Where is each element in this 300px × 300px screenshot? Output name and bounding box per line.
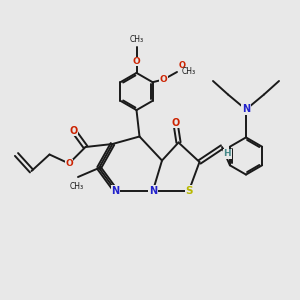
Text: S: S xyxy=(185,185,193,196)
Text: N: N xyxy=(149,185,157,196)
Text: O: O xyxy=(178,61,185,70)
Text: O: O xyxy=(133,57,140,66)
Text: O: O xyxy=(69,125,78,136)
Text: O: O xyxy=(171,118,180,128)
Text: CH₃: CH₃ xyxy=(69,182,84,191)
Text: H: H xyxy=(224,149,231,158)
Text: CH₃: CH₃ xyxy=(182,68,196,76)
Text: O: O xyxy=(65,159,73,168)
Text: O: O xyxy=(160,75,167,84)
Text: N: N xyxy=(242,104,250,115)
Text: CH₃: CH₃ xyxy=(129,34,144,43)
Text: N: N xyxy=(111,185,120,196)
